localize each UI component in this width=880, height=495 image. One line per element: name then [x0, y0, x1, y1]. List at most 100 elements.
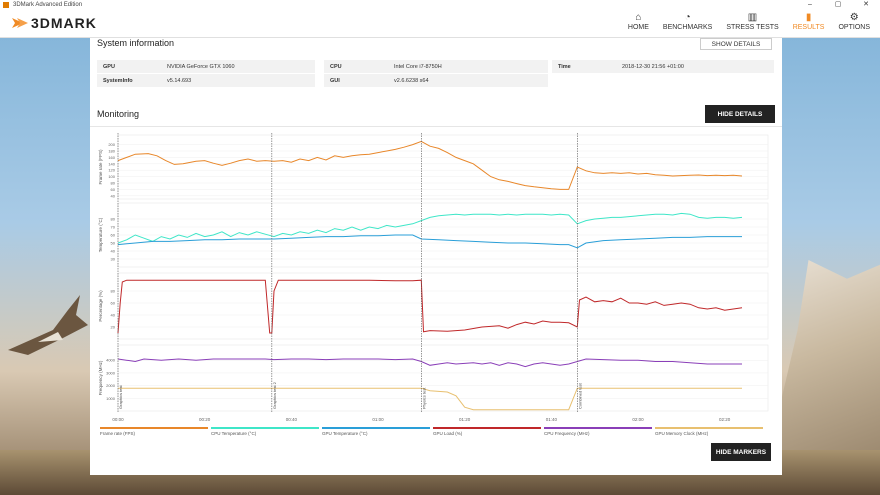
legend-swatch — [211, 427, 319, 429]
3dmark-logo-icon — [12, 18, 28, 28]
info-key: GPU — [103, 63, 115, 70]
legend-swatch — [655, 427, 763, 429]
y-tick-label: 2000 — [106, 383, 116, 388]
maximize-button[interactable]: ▢ — [834, 1, 842, 8]
y-tick-label: 100 — [108, 174, 115, 179]
nav-options[interactable]: ⚙ OPTIONS — [838, 12, 870, 31]
x-tick-label: 00:40 — [286, 417, 298, 422]
nav-home[interactable]: ⌂ HOME — [628, 12, 649, 31]
show-details-button[interactable]: SHOW DETAILS — [700, 38, 772, 50]
legend-swatch — [100, 427, 208, 429]
info-row-time: Time 2018-12-30 21:56 +01:00 — [552, 60, 774, 73]
y-axis-label: Temperature (°C) — [98, 217, 103, 252]
legend-item[interactable]: GPU Load (%) — [433, 427, 544, 436]
gear-icon: ⚙ — [849, 12, 859, 23]
y-tick-label: 50 — [111, 241, 116, 246]
legend-item[interactable]: CPU Temperature (°C) — [211, 427, 322, 436]
test-marker-label: Graphics test 2 — [272, 381, 277, 409]
x-tick-label: 00:20 — [199, 417, 211, 422]
monitoring-title: Monitoring — [97, 109, 140, 119]
y-axis-label: Frame rate (FPS) — [98, 149, 103, 185]
results-icon: ▮ — [805, 12, 812, 23]
y-axis-label: Percentage (%) — [98, 290, 103, 322]
info-key: Time — [558, 63, 571, 70]
nav-label: STRESS TESTS — [726, 24, 779, 31]
window-title: 3DMark Advanced Edition — [13, 1, 83, 8]
y-tick-label: 40 — [111, 249, 116, 254]
close-button[interactable]: ✕ — [863, 1, 869, 8]
info-value: v2.6.6238 s64 — [394, 77, 429, 84]
x-tick-label: 01:40 — [546, 417, 558, 422]
app-logo: 3DMARK — [12, 15, 97, 31]
y-tick-label: 30 — [111, 257, 116, 262]
legend-item[interactable]: GPU Memory Clock (MHz) — [655, 427, 766, 436]
bar-chart-icon: ▥ — [747, 12, 758, 23]
y-axis-label: Frequency (MHz) — [98, 360, 103, 395]
system-info-title: System information — [97, 38, 175, 48]
home-icon: ⌂ — [635, 12, 642, 23]
y-tick-label: 40 — [111, 193, 116, 198]
info-row-systeminfo: SystemInfo v5.14.693 — [97, 74, 315, 87]
x-tick-label: 01:20 — [459, 417, 471, 422]
info-key: CPU — [330, 63, 342, 70]
test-marker-label: Graphics test — [118, 385, 123, 409]
chart-panel-frame — [117, 272, 769, 340]
y-tick-label: 70 — [111, 225, 116, 230]
x-tick-label: 02:00 — [632, 417, 644, 422]
monitoring-chart: 40 60 80 100 120 140 160 180 200 Frame rate (FPS)… — [96, 131, 776, 431]
series-line-gpu_load — [117, 279, 743, 334]
legend-label: GPU Temperature (°C) — [322, 431, 368, 436]
legend-label: GPU Memory Clock (MHz) — [655, 431, 709, 436]
logo-text: 3DMARK — [31, 15, 97, 31]
info-value: Intel Core i7-8750H — [394, 63, 442, 70]
window-controls: – ▢ ✕ — [796, 0, 880, 9]
app-header: 3DMARK ⌂ HOME ◔ BENCHMARKS ▥ STRESS TESTS ▮ RES… — [0, 9, 880, 38]
series-line-gpu_temp — [117, 234, 742, 249]
y-tick-label: 1000 — [106, 396, 116, 401]
test-marker-label: Combined test — [577, 382, 582, 409]
nav-label: BENCHMARKS — [662, 24, 713, 31]
nav-label: HOME — [627, 24, 649, 31]
nav-stress-tests[interactable]: ▥ STRESS TESTS — [726, 12, 778, 31]
nav-benchmarks[interactable]: ◔ BENCHMARKS — [663, 12, 712, 31]
y-tick-label: 3000 — [106, 370, 116, 375]
legend-item[interactable]: Frame rate (FPS) — [100, 427, 211, 436]
y-tick-label: 80 — [111, 217, 116, 222]
series-line-cpu_temp — [117, 212, 743, 244]
legend-swatch — [433, 427, 541, 429]
info-value: NVIDIA GeForce GTX 1060 — [167, 63, 235, 70]
x-tick-label: 01:00 — [372, 417, 384, 422]
eagle-illustration — [8, 295, 88, 355]
y-tick-label: 60 — [111, 233, 116, 238]
legend-item[interactable]: GPU Temperature (°C) — [322, 427, 433, 436]
hide-markers-button[interactable]: HIDE MARKERS — [711, 443, 771, 461]
legend-item[interactable]: CPU Frequency (MHz) — [544, 427, 655, 436]
monitoring-divider — [90, 126, 782, 127]
series-line-gpu_mem — [118, 387, 742, 411]
y-tick-label: 60 — [111, 301, 116, 306]
window-titlebar: 3DMark Advanced Edition – ▢ ✕ — [0, 0, 880, 9]
app-icon — [3, 1, 9, 8]
x-tick-label: 02:20 — [719, 417, 731, 422]
y-tick-label: 140 — [108, 161, 115, 166]
series-line-fps — [117, 140, 743, 190]
minimize-button[interactable]: – — [808, 1, 812, 8]
info-key: SystemInfo — [103, 77, 133, 84]
nav-results[interactable]: ▮ RESULTS — [793, 12, 825, 31]
info-value: 2018-12-30 21:56 +01:00 — [622, 63, 684, 70]
gauge-icon: ◔ — [684, 12, 691, 23]
y-tick-label: 160 — [108, 155, 115, 160]
y-tick-label: 40 — [111, 313, 116, 318]
test-marker-label: Physics test — [421, 387, 426, 409]
y-tick-label: 80 — [111, 181, 116, 186]
info-row-gpu: GPU NVIDIA GeForce GTX 1060 — [97, 60, 315, 73]
hide-details-button[interactable]: HIDE DETAILS — [705, 105, 775, 123]
legend-swatch — [322, 427, 430, 429]
chart-legend: Frame rate (FPS) CPU Temperature (°C) GPU … — [100, 427, 770, 436]
y-tick-label: 180 — [108, 149, 115, 154]
x-tick-label: 00:00 — [112, 417, 124, 422]
info-value: v5.14.693 — [167, 77, 192, 84]
y-tick-label: 60 — [111, 187, 116, 192]
y-tick-label: 4000 — [106, 358, 116, 363]
